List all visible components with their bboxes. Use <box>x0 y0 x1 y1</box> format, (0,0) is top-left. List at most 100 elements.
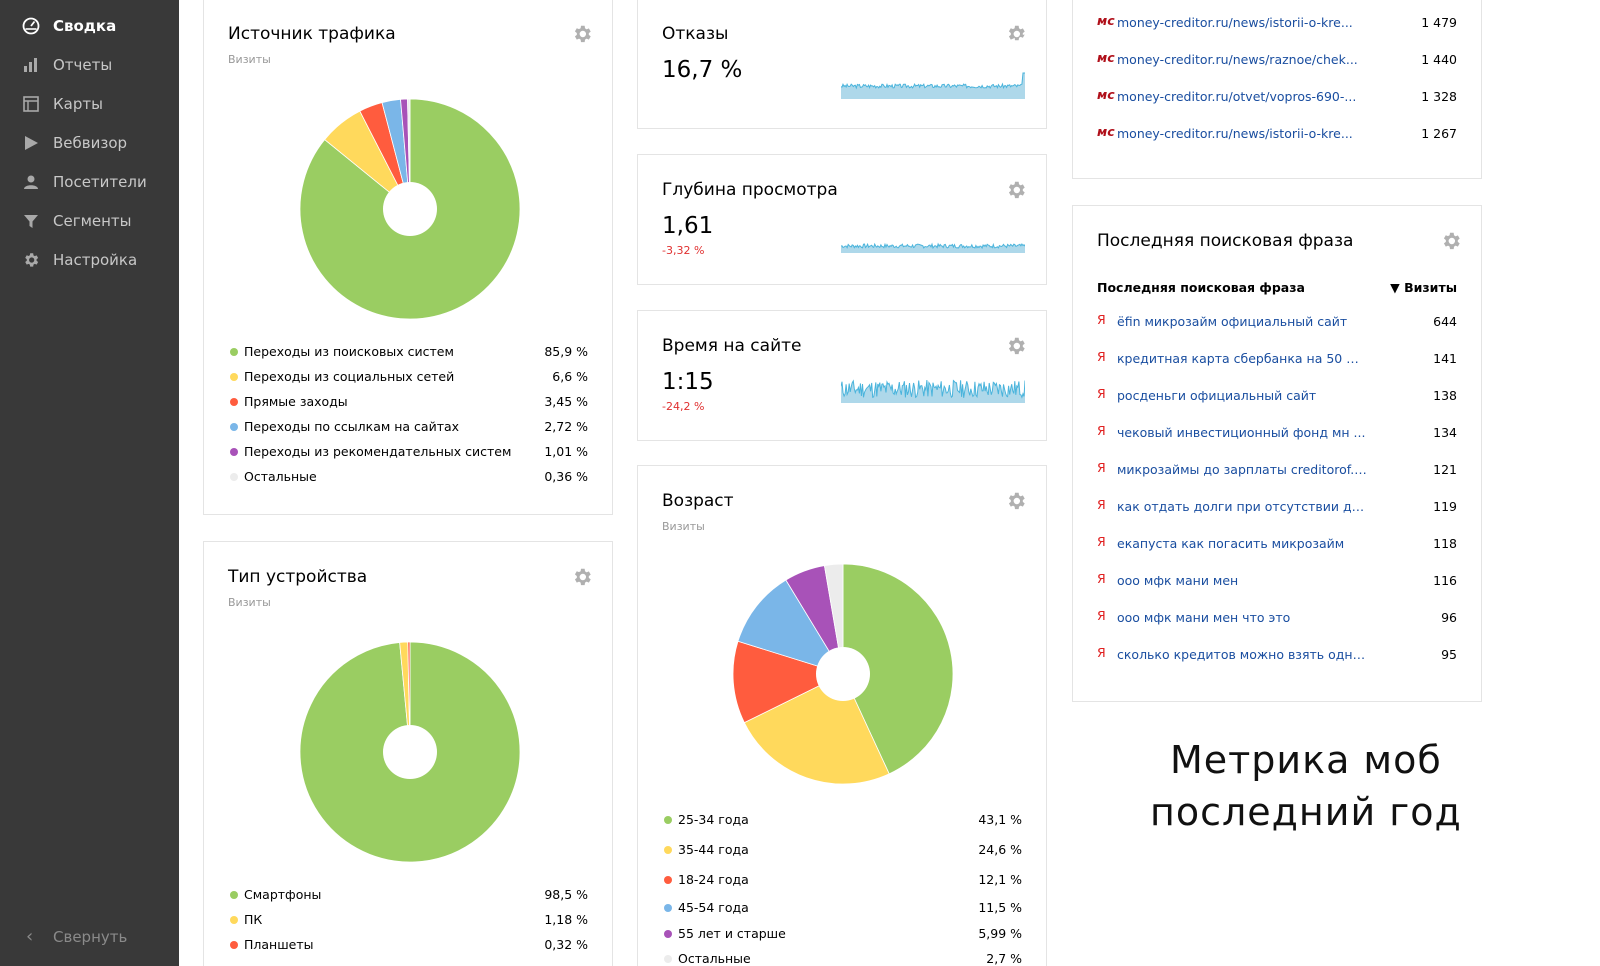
legend-label: Прямые заходы <box>244 394 348 409</box>
collapse-button[interactable]: ‹ Свернуть <box>0 922 179 952</box>
legend-dot <box>230 398 238 406</box>
play-icon <box>22 134 40 152</box>
page-link[interactable]: money-creditor.ru/news/istorii-o-kre... <box>1117 126 1353 141</box>
legend-dot <box>230 891 238 899</box>
table-row: мс money-creditor.ru/news/istorii-o-kre..… <box>1097 10 1457 34</box>
gear-icon <box>22 251 40 269</box>
legend-label: Переходы из социальных сетей <box>244 369 455 384</box>
legend-value: 98,5 % <box>544 887 588 902</box>
sidebar-item-segments[interactable]: Сегменты <box>0 204 179 238</box>
sidebar-item-reports[interactable]: Отчеты <box>0 48 179 82</box>
site-favicon-icon: мс <box>1097 124 1115 139</box>
legend-label: Остальные <box>244 469 317 484</box>
legend-label: Планшеты <box>244 937 314 952</box>
widget-title: Источник трафика <box>228 24 396 44</box>
sidebar-item-summary[interactable]: Сводка <box>0 9 179 43</box>
legend-value: 1,18 % <box>544 912 588 927</box>
metric-value: 16,7 % <box>662 57 743 83</box>
column-header-visits[interactable]: ▼ Визиты <box>1390 280 1457 295</box>
page-link[interactable]: money-creditor.ru/news/istorii-o-kre... <box>1117 15 1353 30</box>
phrase-link[interactable]: чековый инвестиционный фонд мн ... <box>1117 425 1366 440</box>
pie-slice[interactable] <box>823 563 844 675</box>
pie-slice[interactable] <box>737 579 844 675</box>
widget-subtitle: Визиты <box>662 520 705 533</box>
time-on-site-widget: Время на сайте 1:15 -24,2 % <box>637 310 1047 441</box>
device-pie-chart <box>299 641 521 863</box>
gear-icon[interactable] <box>1440 230 1462 252</box>
legend-item: Остальные 0,36 % <box>228 467 588 487</box>
visits-count: 96 <box>1441 610 1457 625</box>
donut-hole <box>816 647 870 701</box>
legend-item: Переходы по ссылкам на сайтах 2,72 % <box>228 417 588 437</box>
donut-hole <box>383 182 437 236</box>
legend-label: Остальные <box>678 951 751 966</box>
sidebar-item-label: Сегменты <box>53 212 132 230</box>
page-link[interactable]: money-creditor.ru/news/raznoe/chek... <box>1117 52 1358 67</box>
sidebar-item-maps[interactable]: Карты <box>0 87 179 121</box>
phrase-link[interactable]: сколько кредитов можно взять одно... <box>1117 647 1367 662</box>
yandex-icon: Я <box>1097 423 1106 438</box>
caption-line-1: Метрика моб <box>1170 738 1442 782</box>
gear-icon[interactable] <box>1005 490 1027 512</box>
filter-icon <box>22 212 40 230</box>
legend-value: 12,1 % <box>978 872 1022 887</box>
sidebar-item-visitors[interactable]: Посетители <box>0 165 179 199</box>
yandex-icon: Я <box>1097 534 1106 549</box>
legend-dot <box>664 816 672 824</box>
visits-count: 119 <box>1433 499 1457 514</box>
phrase-link[interactable]: микрозаймы до зарплаты creditorof.ru <box>1117 462 1367 477</box>
age-widget: Возраст Визиты 25-34 года 43,1 % 35-44 го… <box>637 465 1047 966</box>
legend-dot <box>664 846 672 854</box>
sparkline-line <box>841 242 1025 250</box>
gear-icon[interactable] <box>571 566 593 588</box>
legend-item: Остальные 2,7 % <box>662 949 1022 966</box>
metric-delta: -24,2 % <box>662 400 705 413</box>
phrase-link[interactable]: екапуста как погасить микрозайм <box>1117 536 1345 551</box>
legend-dot <box>230 448 238 456</box>
phrase-link[interactable]: ооо мфк мани мен что это <box>1117 610 1291 625</box>
legend-item: Переходы из поисковых систем 85,9 % <box>228 342 588 362</box>
legend-label: 25-34 года <box>678 812 749 827</box>
pie-slice[interactable] <box>842 563 954 775</box>
page-link[interactable]: money-creditor.ru/otvet/vopros-690-... <box>1117 89 1357 104</box>
sidebar-item-settings[interactable]: Настройка <box>0 243 179 277</box>
bar-chart-icon <box>22 56 40 74</box>
gear-icon[interactable] <box>1005 335 1027 357</box>
sidebar-item-label: Карты <box>53 95 103 113</box>
pie-slice[interactable] <box>732 640 845 724</box>
sparkline-line <box>841 72 1025 90</box>
visits-count: 134 <box>1433 425 1457 440</box>
phrase-link[interactable]: росденьги официальный сайт <box>1117 388 1317 403</box>
sidebar-item-label: Посетители <box>53 173 147 191</box>
gear-icon[interactable] <box>1005 179 1027 201</box>
gear-icon[interactable] <box>571 23 593 45</box>
legend-value: 3,45 % <box>544 394 588 409</box>
phrase-link[interactable]: как отдать долги при отсутствии ден... <box>1117 499 1367 514</box>
pie-slice[interactable] <box>743 673 890 785</box>
phrase-link[interactable]: ооо мфк мани мен <box>1117 573 1239 588</box>
legend-dot <box>230 941 238 949</box>
sidebar-item-webvisor[interactable]: Вебвизор <box>0 126 179 160</box>
visits-count: 121 <box>1433 462 1457 477</box>
pie-slice[interactable] <box>407 98 411 210</box>
phrase-link[interactable]: ёfin микрозайм официальный сайт <box>1117 314 1348 329</box>
sparkline <box>841 72 1025 99</box>
legend-value: 5,99 % <box>978 926 1022 941</box>
pie-slice[interactable] <box>407 641 411 753</box>
page-depth-widget: Глубина просмотра 1,61 -3,32 % <box>637 154 1047 285</box>
legend-label: Переходы из поисковых систем <box>244 344 454 359</box>
widget-title: Отказы <box>662 24 729 44</box>
user-icon <box>22 173 40 191</box>
collapse-label: Свернуть <box>53 928 128 946</box>
gear-icon[interactable] <box>1005 23 1027 45</box>
legend-label: 45-54 года <box>678 900 749 915</box>
traffic-pie-chart <box>299 98 521 320</box>
phrase-link[interactable]: кредитная карта сбербанка на 50 дн... <box>1117 351 1367 366</box>
legend-value: 0,36 % <box>544 469 588 484</box>
